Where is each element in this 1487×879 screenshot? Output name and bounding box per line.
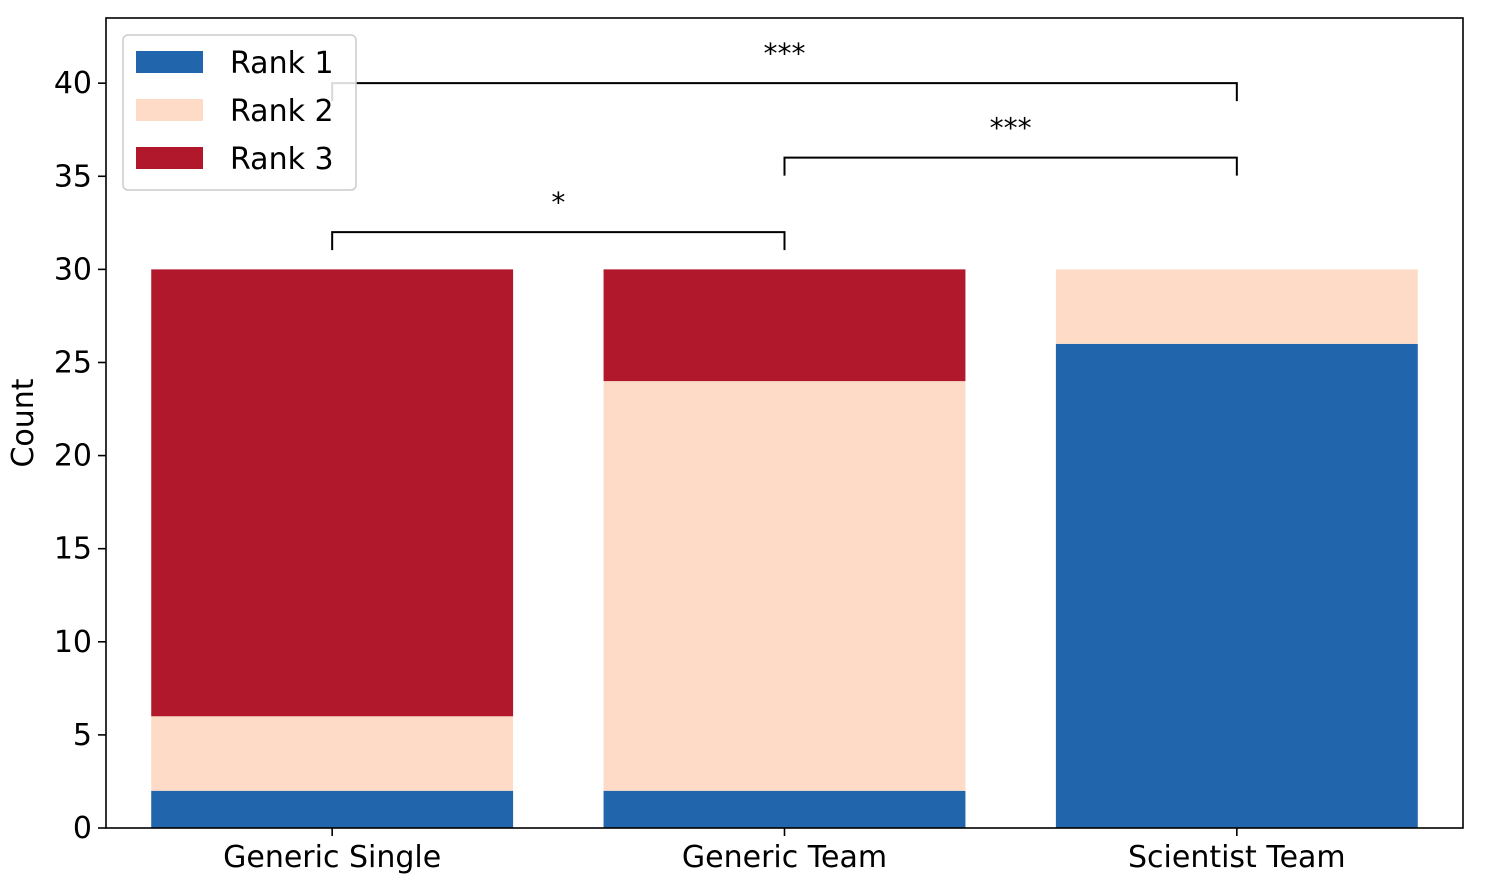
significance-brackets: ******* — [331, 37, 1238, 251]
significance-label: * — [551, 186, 565, 219]
y-axis-label: Count — [6, 378, 41, 467]
y-axis: 0 5 10 15 20 25 30 35 40 — [54, 66, 106, 846]
bar-rank-1-generic-single — [151, 790, 514, 828]
y-tick-label: 40 — [54, 66, 92, 101]
legend-label: Rank 2 — [230, 94, 334, 129]
bar-rank-3-generic-team — [603, 269, 966, 382]
x-axis: Generic Single Generic Team Scientist Team — [223, 828, 1346, 875]
y-tick-label: 10 — [54, 625, 92, 660]
significance-bracket — [331, 82, 1238, 102]
y-tick-label: 20 — [54, 439, 92, 474]
significance-bracket — [783, 156, 1238, 176]
significance-label: *** — [990, 112, 1032, 145]
significance-bracket — [331, 231, 786, 251]
bar-rank-3-generic-single — [151, 269, 514, 717]
y-tick-label: 5 — [73, 718, 92, 753]
legend: Rank 1 Rank 2 Rank 3 — [122, 34, 357, 191]
bar-rank-2-generic-team — [603, 381, 966, 791]
legend-swatch — [136, 51, 203, 73]
legend-swatch — [136, 99, 203, 121]
y-tick-label: 15 — [54, 532, 92, 567]
y-tick-label: 25 — [54, 345, 92, 380]
bar-rank-2-generic-single — [151, 716, 514, 791]
bars-group — [151, 269, 1418, 828]
legend-swatch — [136, 147, 203, 169]
y-tick-label: 0 — [73, 811, 92, 846]
bar-rank-1-scientist-team — [1055, 343, 1418, 828]
legend-label: Rank 3 — [230, 142, 334, 177]
x-tick-label: Generic Team — [682, 840, 887, 875]
legend-label: Rank 1 — [230, 46, 334, 81]
bar-rank-1-generic-team — [603, 790, 966, 828]
y-tick-label: 35 — [54, 159, 92, 194]
x-tick-label: Generic Single — [223, 840, 441, 875]
significance-label: *** — [764, 37, 806, 70]
x-tick-label: Scientist Team — [1128, 840, 1346, 875]
bar-rank-2-scientist-team — [1055, 269, 1418, 344]
y-tick-label: 30 — [54, 252, 92, 287]
